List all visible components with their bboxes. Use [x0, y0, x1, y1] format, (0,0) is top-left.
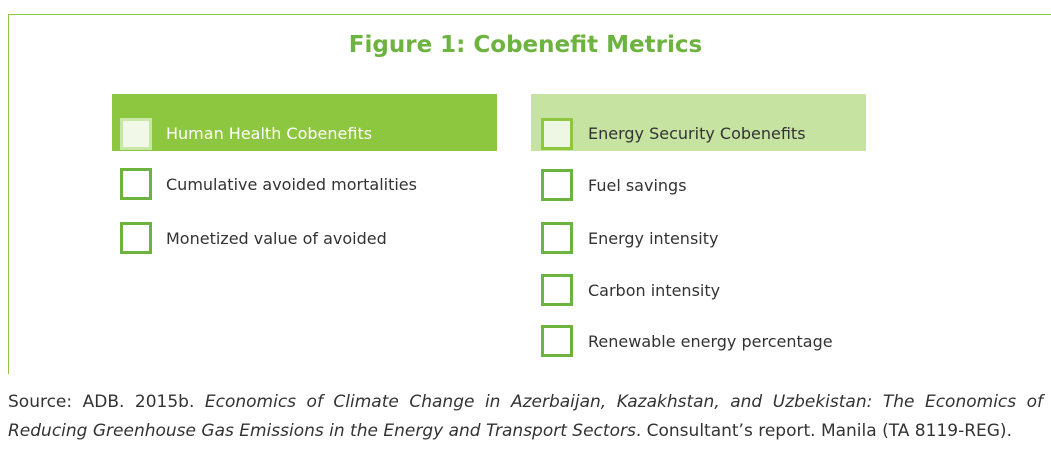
header-label: Energy Security Cobenefits [588, 124, 806, 143]
source-title: Economics of Climate Change in Azerbaija… [8, 392, 1044, 441]
checkbox [541, 325, 573, 357]
checkbox [541, 118, 573, 150]
header-label: Human Health Cobenefits [166, 124, 373, 143]
item-label: Fuel savings [588, 176, 687, 195]
checkbox [541, 274, 573, 306]
group-header: Energy Security Cobenefits [531, 94, 866, 151]
figure-title: Figure 1: Cobenefit Metrics [348, 32, 703, 58]
checkbox [541, 222, 573, 254]
item-label: Renewable energy percentage [588, 332, 833, 351]
item-label: Cumulative avoided mortalities [166, 175, 417, 194]
item-label: Monetized value of avoided [166, 229, 387, 248]
source-prefix: Source: ADB. 2015b. [8, 392, 195, 412]
checkbox [541, 169, 573, 201]
source-suffix: . Consultant’s report. Manila (TA 8119-R… [635, 420, 1012, 441]
item-label: Energy intensity [588, 229, 719, 248]
frame [8, 14, 1051, 374]
checkbox [120, 222, 152, 254]
item-label: Carbon intensity [588, 281, 721, 300]
source: Source: ADB. 2015b. Economics of Climate… [8, 388, 1043, 445]
checkbox [120, 168, 152, 200]
checkbox [120, 118, 152, 150]
group-header: Human Health Cobenefits [112, 94, 497, 151]
